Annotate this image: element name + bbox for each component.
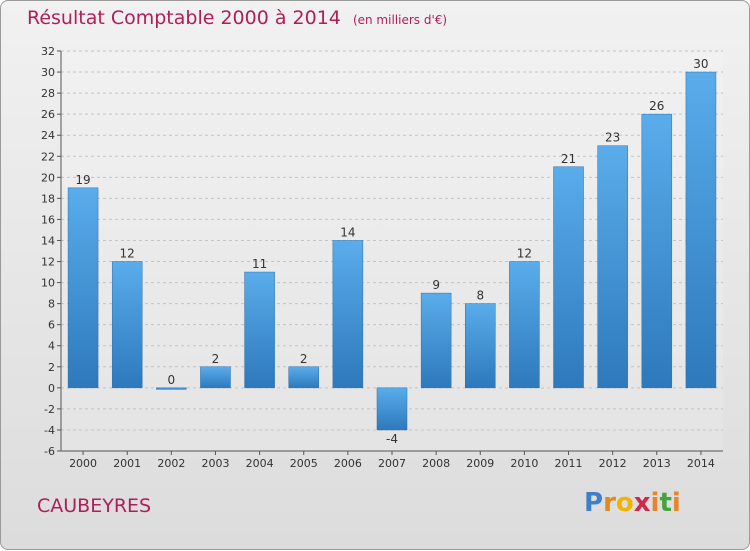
x-tick-label: 2002 — [157, 457, 185, 470]
bar — [156, 387, 187, 390]
logo-letter: i — [671, 488, 681, 518]
y-tick-label: 32 — [41, 45, 55, 58]
y-tick-label: 18 — [41, 192, 55, 205]
y-tick-label: 10 — [41, 277, 55, 290]
bar — [200, 366, 231, 389]
x-tick-label: 2010 — [510, 457, 538, 470]
data-label: 23 — [605, 131, 620, 145]
y-tick-label: 14 — [41, 234, 55, 247]
x-tick-label: 2013 — [643, 457, 671, 470]
proxiti-logo: Proxiti — [584, 488, 681, 518]
bar — [244, 271, 275, 389]
bar — [111, 261, 143, 389]
y-tick-label: 24 — [41, 129, 55, 142]
logo-letter: t — [659, 488, 672, 518]
location-label: CAUBEYRES — [37, 495, 152, 517]
x-tick-label: 2003 — [201, 457, 229, 470]
data-label: 21 — [561, 152, 576, 166]
bar — [685, 71, 717, 389]
data-label: 0 — [168, 373, 176, 387]
y-tick-label: 22 — [41, 150, 55, 163]
data-label: 26 — [649, 99, 664, 113]
y-tick-label: 26 — [41, 108, 55, 121]
y-tick-label: 4 — [48, 340, 55, 353]
y-tick-label: 16 — [41, 213, 55, 226]
bar — [376, 387, 408, 431]
logo-letter: i — [650, 488, 660, 518]
logo-letter: P — [584, 488, 604, 518]
chart-title: Résultat Comptable 2000 à 2014 (en milli… — [27, 7, 447, 29]
y-tick-label: 12 — [41, 256, 55, 269]
chart-subtitle: (en milliers d'€) — [352, 13, 448, 27]
bar — [553, 166, 584, 389]
y-tick-label: 28 — [41, 87, 55, 100]
logo-letter: x — [633, 488, 651, 518]
bar — [332, 240, 364, 389]
x-tick-label: 2001 — [113, 457, 141, 470]
x-tick-label: 2005 — [290, 457, 318, 470]
y-tick-label: 6 — [48, 319, 55, 332]
data-label: 12 — [517, 247, 532, 261]
bar — [420, 292, 452, 389]
bar — [288, 366, 319, 389]
x-tick-label: 2006 — [334, 457, 362, 470]
data-label: 8 — [476, 289, 484, 303]
x-tick-label: 2007 — [378, 457, 406, 470]
data-label: 11 — [252, 257, 267, 271]
bar — [465, 303, 496, 389]
logo-letter: o — [615, 488, 634, 518]
data-label: 2 — [300, 352, 308, 366]
y-tick-label: -2 — [44, 403, 55, 416]
data-label: 30 — [693, 57, 708, 71]
y-tick-label: 30 — [41, 66, 55, 79]
bar — [509, 261, 540, 389]
x-tick-label: 2011 — [555, 457, 583, 470]
x-tick-label: 2004 — [246, 457, 274, 470]
data-label: 9 — [432, 278, 440, 292]
data-label: 2 — [212, 352, 220, 366]
x-tick-label: 2000 — [69, 457, 97, 470]
y-tick-label: 2 — [48, 361, 55, 374]
bar — [597, 145, 628, 389]
x-tick-label: 2014 — [687, 457, 715, 470]
x-tick-label: 2012 — [599, 457, 627, 470]
data-label: 19 — [75, 173, 90, 187]
logo-letter: r — [603, 488, 616, 518]
x-tick-label: 2008 — [422, 457, 450, 470]
y-tick-label: 20 — [41, 171, 55, 184]
y-tick-label: 8 — [48, 298, 55, 311]
y-tick-label: 0 — [48, 382, 55, 395]
bar — [641, 113, 673, 389]
data-label: 12 — [120, 247, 135, 261]
bar — [67, 187, 99, 389]
chart-title-text: Résultat Comptable 2000 à 2014 — [27, 7, 341, 29]
y-tick-label: -4 — [44, 424, 55, 437]
y-tick-label: -6 — [44, 445, 55, 458]
x-tick-label: 2009 — [466, 457, 494, 470]
data-label: 14 — [340, 225, 355, 239]
data-label: -4 — [386, 432, 398, 446]
